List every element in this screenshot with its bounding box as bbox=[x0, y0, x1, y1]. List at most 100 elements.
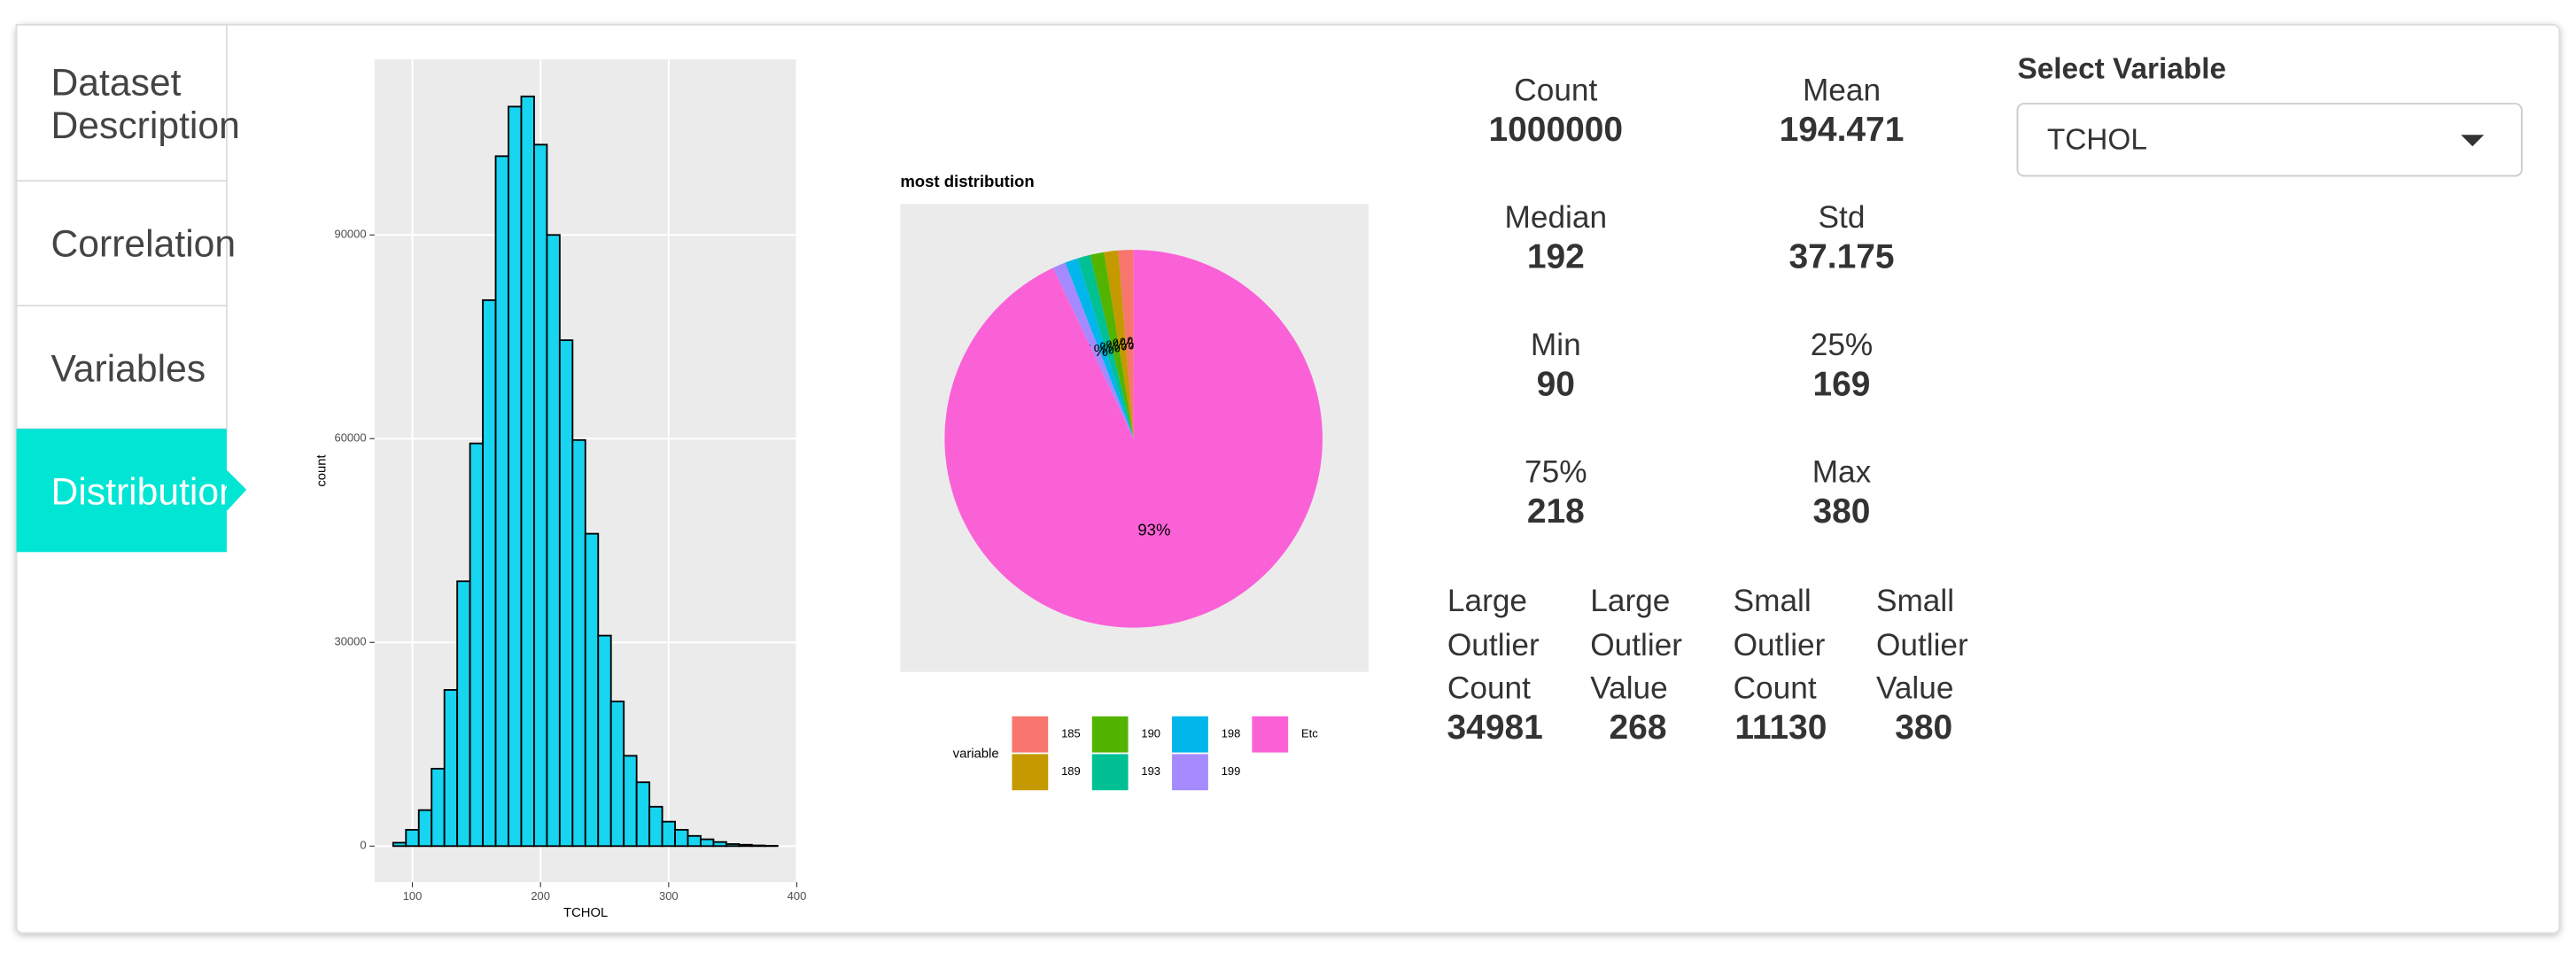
select-box[interactable] bbox=[2016, 103, 2523, 177]
legend-label: Etc bbox=[1301, 727, 1318, 740]
outlier-label: Large Outlier Count bbox=[1447, 585, 1540, 707]
y-axis-label: count bbox=[314, 453, 329, 486]
x-tick-label: 300 bbox=[659, 889, 679, 903]
bar bbox=[443, 689, 459, 848]
outlier-label-box: Small Outlier Count bbox=[1733, 585, 1826, 707]
tab[interactable] bbox=[15, 305, 228, 430]
bar bbox=[392, 841, 407, 848]
stat-label: Std bbox=[1819, 200, 1866, 235]
legend-key bbox=[1091, 716, 1129, 753]
stat-label: Max bbox=[1812, 455, 1872, 490]
pie-slice bbox=[1118, 250, 1134, 439]
bar bbox=[661, 820, 676, 848]
legend-label: 193 bbox=[1141, 764, 1160, 778]
bar bbox=[571, 438, 586, 848]
stat-value: 1000000 bbox=[1489, 111, 1624, 149]
select-value[interactable]: TCHOL bbox=[2047, 123, 2147, 156]
legend-key bbox=[1172, 754, 1208, 791]
legend-label: 185 bbox=[1061, 727, 1081, 740]
stat-label: 75% bbox=[1525, 455, 1587, 490]
outlier-label-box: Large Outlier Value bbox=[1590, 585, 1683, 707]
bar bbox=[546, 234, 561, 848]
y-tick-label: 60000 bbox=[334, 431, 366, 445]
tab-pointer bbox=[226, 469, 247, 511]
x-tick-label: 200 bbox=[531, 889, 550, 903]
legend-label: 190 bbox=[1141, 727, 1160, 740]
stat-value: 218 bbox=[1527, 492, 1585, 531]
tab-label[interactable]: Correlation bbox=[50, 221, 237, 265]
outlier-label: Large Outlier Value bbox=[1590, 585, 1683, 707]
pie-slice bbox=[1065, 258, 1134, 439]
bar bbox=[635, 781, 651, 848]
bar bbox=[469, 442, 485, 848]
bar bbox=[533, 143, 548, 848]
bar bbox=[623, 755, 638, 848]
pie-title: most distribution bbox=[900, 172, 1034, 190]
outlier-label-box: Small Outlier Value bbox=[1875, 585, 1968, 707]
bar bbox=[738, 843, 753, 848]
bar bbox=[609, 701, 625, 848]
outlier-value: 268 bbox=[1610, 709, 1667, 747]
tab-label[interactable]: Variables bbox=[50, 345, 206, 389]
bar bbox=[700, 838, 715, 848]
bar bbox=[417, 809, 433, 848]
tab-label[interactable]: Distribution bbox=[50, 469, 227, 512]
stat-label: Count bbox=[1514, 73, 1597, 107]
stat-label: 25% bbox=[1811, 328, 1874, 362]
bar bbox=[712, 841, 727, 848]
outlier-value: 380 bbox=[1895, 709, 1952, 747]
bar bbox=[584, 532, 600, 848]
bar bbox=[431, 767, 446, 848]
outlier-value: 34981 bbox=[1447, 709, 1543, 747]
legend-key bbox=[1252, 716, 1289, 753]
legend-label: 189 bbox=[1061, 764, 1081, 778]
tab-label-box[interactable]: Variables bbox=[50, 346, 256, 392]
x-axis-label: TCHOL bbox=[563, 906, 608, 920]
stat-label: Median bbox=[1505, 200, 1608, 235]
bar bbox=[648, 805, 663, 848]
stat-value: 192 bbox=[1527, 238, 1585, 276]
y-tick-label: 30000 bbox=[334, 635, 366, 648]
stat-value: 169 bbox=[1813, 365, 1871, 403]
y-tick-label: 0 bbox=[360, 839, 366, 852]
legend-label: 199 bbox=[1222, 764, 1241, 778]
bar bbox=[508, 105, 523, 848]
pie-slice bbox=[1090, 252, 1134, 439]
bar bbox=[750, 844, 766, 848]
stat-label: Min bbox=[1531, 328, 1581, 362]
legend-title: variable bbox=[953, 747, 999, 761]
tab[interactable] bbox=[16, 429, 227, 553]
bar bbox=[597, 634, 612, 848]
bar bbox=[725, 843, 741, 848]
select-caret[interactable] bbox=[2461, 135, 2485, 147]
bar bbox=[456, 580, 471, 848]
pie-slice bbox=[1052, 262, 1134, 439]
x-tick-label: 400 bbox=[788, 889, 807, 903]
tab[interactable] bbox=[15, 180, 228, 307]
tab-label-box[interactable]: Distribution bbox=[50, 469, 226, 515]
outlier-label: Small Outlier Value bbox=[1875, 585, 1968, 707]
legend-key bbox=[1012, 716, 1049, 753]
slice-label: 93% bbox=[1137, 520, 1170, 538]
stat-value: 37.175 bbox=[1788, 238, 1894, 276]
bar bbox=[674, 828, 689, 848]
legend-key bbox=[1172, 716, 1208, 753]
stat-value: 90 bbox=[1537, 365, 1575, 403]
tab-label-box[interactable]: Dataset Description bbox=[50, 60, 256, 152]
outlier-label: Small Outlier Count bbox=[1733, 585, 1826, 707]
outlier-label-box: Large Outlier Count bbox=[1447, 585, 1540, 707]
x-tick-label: 100 bbox=[403, 889, 423, 903]
pie-slice bbox=[1077, 254, 1134, 439]
legend-key bbox=[1091, 754, 1129, 791]
legend-label: 198 bbox=[1222, 727, 1241, 740]
stat-label: Mean bbox=[1803, 73, 1881, 107]
pie-slice bbox=[1104, 250, 1134, 439]
tab-label[interactable]: Dataset Description bbox=[50, 59, 240, 146]
bar bbox=[520, 95, 535, 848]
bar bbox=[687, 834, 702, 848]
tab-label-box[interactable]: Correlation bbox=[50, 222, 256, 268]
outlier-value: 11130 bbox=[1734, 709, 1827, 747]
legend-key bbox=[1012, 754, 1049, 791]
select-label: Select Variable bbox=[2017, 53, 2226, 86]
